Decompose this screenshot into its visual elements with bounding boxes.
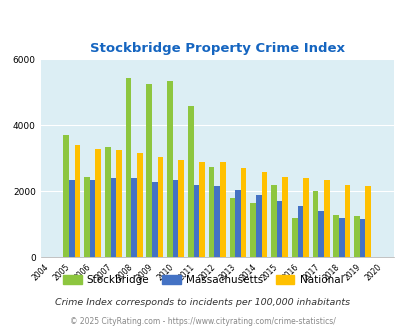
Bar <box>84 177 90 257</box>
Bar <box>104 147 110 257</box>
Bar <box>199 162 205 257</box>
Bar <box>359 219 364 257</box>
Bar <box>178 160 183 257</box>
Bar <box>276 201 281 257</box>
Bar <box>69 180 75 257</box>
Bar <box>250 203 255 257</box>
Bar <box>131 178 136 257</box>
Bar <box>318 211 323 257</box>
Bar <box>193 185 199 257</box>
Bar <box>188 106 193 257</box>
Bar <box>110 178 116 257</box>
Bar <box>152 182 157 257</box>
Bar <box>214 186 220 257</box>
Bar <box>344 185 350 257</box>
Bar <box>240 168 246 257</box>
Bar <box>303 178 308 257</box>
Bar <box>116 150 121 257</box>
Bar <box>312 191 318 257</box>
Bar <box>75 145 80 257</box>
Bar <box>173 180 178 257</box>
Bar <box>234 190 240 257</box>
Bar <box>63 135 69 257</box>
Bar <box>333 214 338 257</box>
Bar <box>157 157 163 257</box>
Bar <box>136 153 142 257</box>
Bar <box>271 185 276 257</box>
Text: Crime Index corresponds to incidents per 100,000 inhabitants: Crime Index corresponds to incidents per… <box>55 298 350 307</box>
Bar <box>364 186 370 257</box>
Bar <box>220 162 225 257</box>
Text: © 2025 CityRating.com - https://www.cityrating.com/crime-statistics/: © 2025 CityRating.com - https://www.city… <box>70 317 335 326</box>
Bar <box>146 84 152 257</box>
Bar <box>291 218 297 257</box>
Bar <box>167 81 173 257</box>
Bar <box>338 218 344 257</box>
Title: Stockbridge Property Crime Index: Stockbridge Property Crime Index <box>90 43 344 55</box>
Bar <box>297 206 303 257</box>
Legend: Stockbridge, Massachusetts, National: Stockbridge, Massachusetts, National <box>58 271 347 289</box>
Bar <box>255 195 261 257</box>
Bar <box>95 148 101 257</box>
Bar <box>323 180 329 257</box>
Bar <box>90 180 95 257</box>
Bar <box>281 177 287 257</box>
Bar <box>354 216 359 257</box>
Bar <box>208 167 214 257</box>
Bar <box>126 78 131 257</box>
Bar <box>229 198 234 257</box>
Bar <box>261 172 266 257</box>
